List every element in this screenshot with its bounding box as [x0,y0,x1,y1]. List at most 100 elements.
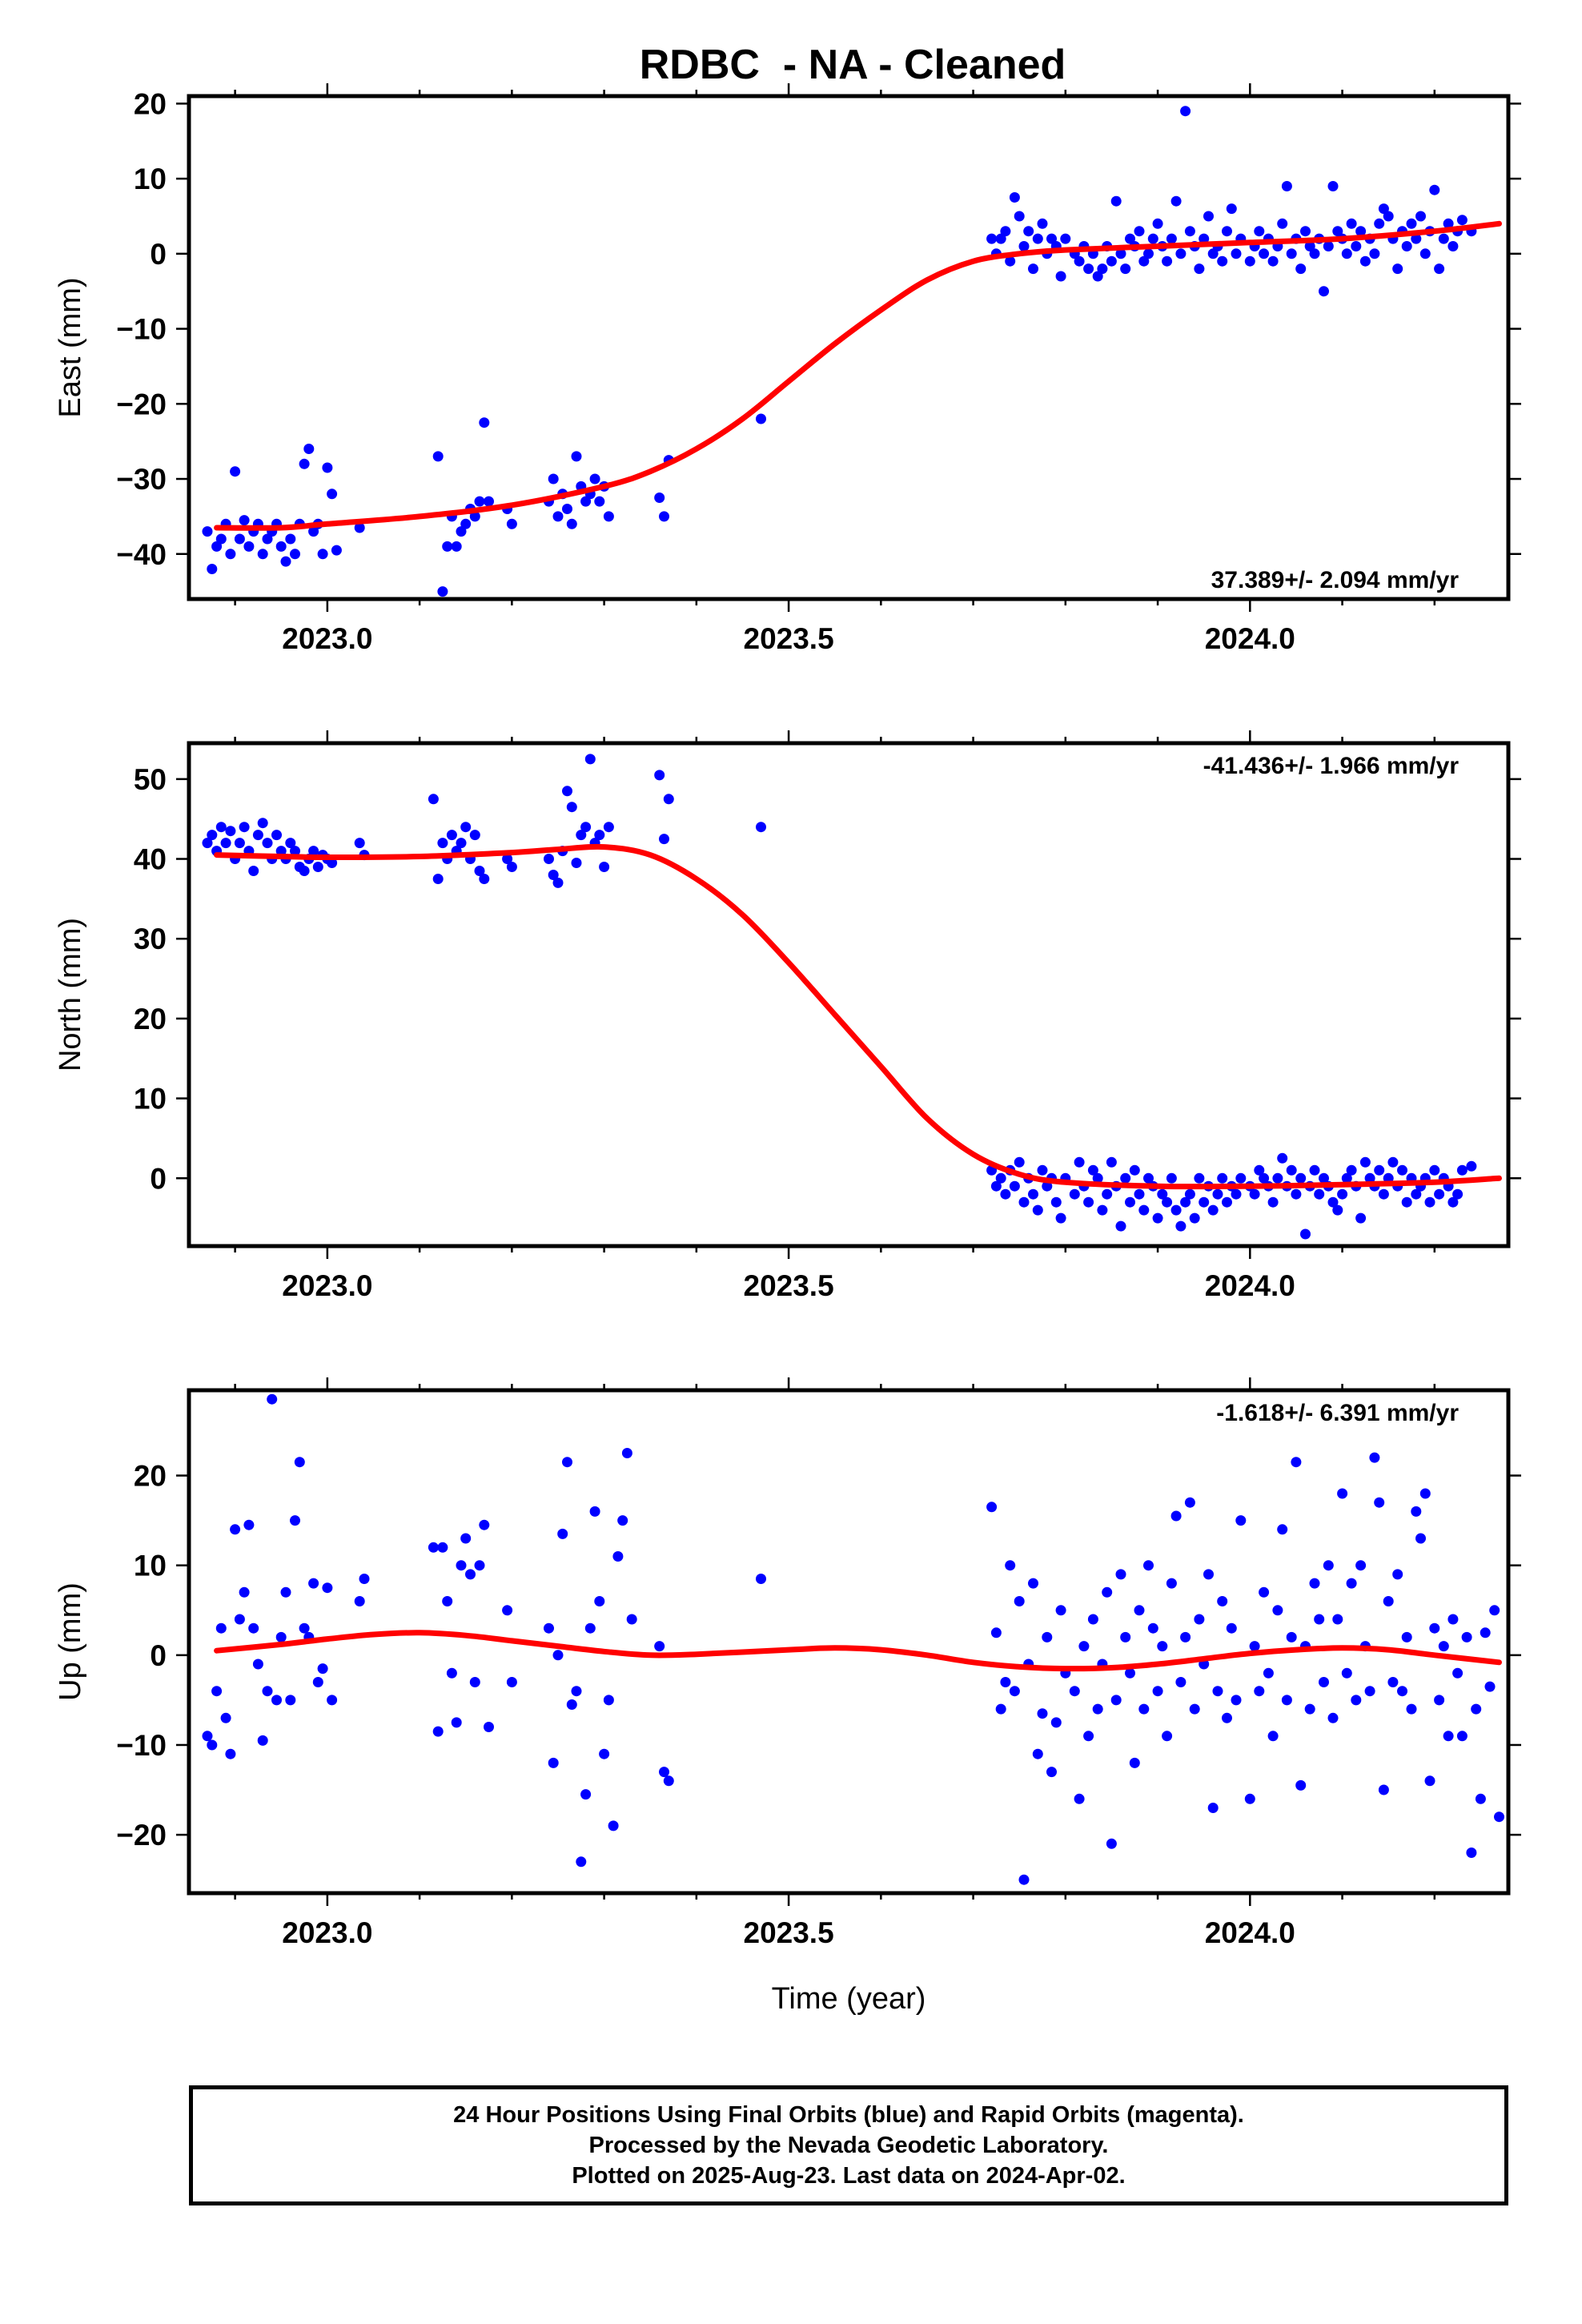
east-data-point [230,466,241,477]
up-data-point [1355,1560,1367,1571]
east-data-point [571,451,582,462]
up-data-point [544,1622,554,1634]
east-data-point [506,518,517,529]
up-data-point [1447,1614,1459,1625]
east-data-point [1115,248,1126,259]
north-data-point [1180,1196,1191,1208]
north-data-point [576,830,587,841]
up-data-point [995,1703,1006,1715]
up-data-point [1438,1641,1449,1652]
up-data-point [1018,1874,1030,1885]
up-data-point [1452,1667,1464,1679]
north-data-point [327,858,338,868]
up-ytick-label: −10 [116,1729,167,1762]
north-data-point [460,822,472,833]
up-data-point [1157,1641,1168,1652]
up-data-point [1194,1614,1205,1625]
east-data-point [1392,263,1403,275]
footer-line-2: Processed by the Nevada Geodetic Laborat… [588,2133,1109,2158]
east-data-point [589,473,600,485]
east-data-point [1147,233,1158,244]
up-data-point [986,1502,998,1513]
east-data-point [1083,263,1094,275]
east-data-point [322,462,333,473]
north-data-point [659,834,669,845]
up-data-point [1152,1686,1163,1697]
up-data-point [474,1560,485,1571]
up-data-point [211,1686,223,1697]
up-data-point [1032,1748,1043,1759]
east-data-point [1401,241,1412,251]
up-data-point [465,1569,476,1580]
up-data-point [1443,1731,1454,1742]
east-data-point [1351,241,1362,251]
up-data-point [584,1622,596,1634]
north-data-point [479,874,490,884]
north-data-point [1291,1188,1302,1200]
north-fit-curve [214,843,1502,1190]
north-data-point [1249,1188,1260,1200]
up-xtick-label: 2023.0 [282,1916,372,1949]
up-data-point [1115,1569,1126,1580]
north-data-point [1175,1220,1186,1232]
north-data-point [1378,1188,1389,1200]
east-data-point [1304,241,1315,251]
up-data-point [1429,1622,1440,1634]
up-data-point [1009,1686,1020,1697]
north-data-point [275,846,287,857]
north-data-point [1456,1164,1468,1176]
north-data-point [548,870,559,880]
up-data-point [580,1789,592,1800]
up-data-point [1415,1533,1426,1544]
east-data-point [456,526,467,537]
up-data-point [1323,1560,1334,1571]
north-data-point [262,838,273,849]
east-data-point [1355,226,1367,237]
up-data-point [562,1457,572,1468]
up-data-point [1419,1488,1431,1499]
east-data-point [1023,226,1034,237]
east-data-point [1429,184,1440,195]
up-ytick-label: 20 [134,1460,167,1493]
east-data-point [1359,255,1371,267]
east-data-point [1207,248,1219,259]
up-data-point [1046,1767,1057,1778]
east-ytick-label: −40 [116,538,167,571]
north-y-axis-label: North (mm) [54,918,87,1072]
up-data-point [1110,1695,1122,1706]
north-data-point [756,822,766,833]
up-data-point [1231,1695,1242,1706]
east-data-point [1000,226,1011,237]
east-data-point [215,533,227,545]
up-data-point [1134,1605,1145,1616]
up-panel: 2023.0 2023.5 2024.0 20 10 0 −10 −20 Up (mm) -1.6… [54,1377,1521,1949]
east-ytick-label: 10 [134,163,167,195]
east-data-point [1180,106,1191,117]
north-data-point [584,754,596,765]
east-data-point [1143,248,1154,259]
up-data-point [1378,1784,1389,1795]
north-data-point [1314,1188,1325,1200]
up-data-point [308,1578,319,1589]
north-data-point [469,830,480,841]
north-data-point [1170,1204,1182,1216]
east-data-point [1162,255,1173,267]
east-data-point [1341,248,1352,259]
east-data-point [207,564,218,574]
east-data-point [225,549,236,560]
up-data-point [1226,1622,1237,1634]
east-data-point [1074,255,1085,267]
up-fit-curve [214,1630,1502,1672]
up-data-point [654,1641,665,1652]
east-data-point [1097,263,1108,275]
up-data-point [1364,1686,1375,1697]
north-data-point [1050,1196,1062,1208]
up-ytick-label: 0 [150,1639,167,1672]
up-data-point [1092,1703,1103,1715]
north-data-point [1267,1196,1279,1208]
east-data-point [1244,255,1255,267]
up-data-point [1138,1703,1150,1715]
east-data-point [1199,233,1210,244]
east-data-point [327,489,338,500]
north-data-point [1037,1164,1048,1176]
